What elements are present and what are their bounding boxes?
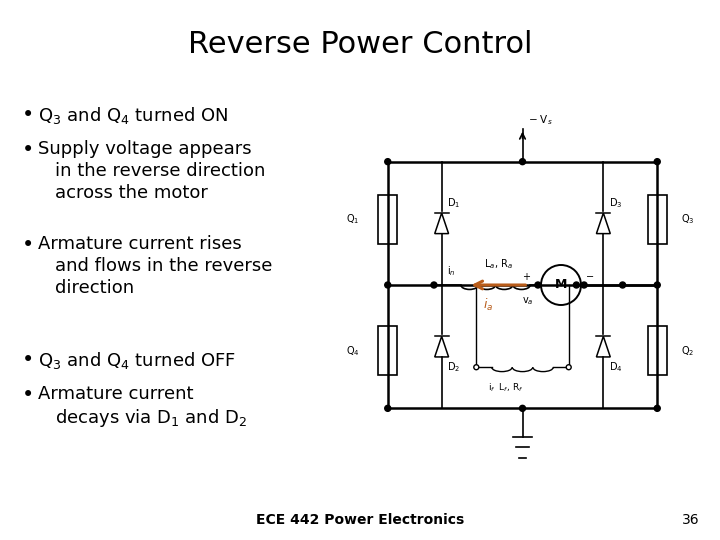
Text: 36: 36 <box>683 513 700 527</box>
Text: Reverse Power Control: Reverse Power Control <box>188 30 532 59</box>
Circle shape <box>384 406 391 411</box>
Text: −: − <box>586 272 594 282</box>
Text: Q$_4$: Q$_4$ <box>346 344 360 357</box>
Text: Q$_2$: Q$_2$ <box>681 344 695 357</box>
Bar <box>378 326 397 375</box>
Text: and flows in the reverse: and flows in the reverse <box>55 257 272 275</box>
Circle shape <box>654 159 660 165</box>
Text: •: • <box>22 235 35 255</box>
Text: Q$_3$: Q$_3$ <box>681 212 695 226</box>
Text: decays via D$_1$ and D$_2$: decays via D$_1$ and D$_2$ <box>55 407 247 429</box>
Text: across the motor: across the motor <box>55 184 208 202</box>
Circle shape <box>520 159 526 165</box>
Text: D$_2$: D$_2$ <box>447 360 461 374</box>
Circle shape <box>566 364 571 370</box>
Circle shape <box>654 406 660 411</box>
Circle shape <box>384 159 391 165</box>
Text: Q$_1$: Q$_1$ <box>346 212 360 226</box>
Text: Armature current: Armature current <box>38 385 194 403</box>
Text: +: + <box>522 272 531 282</box>
Circle shape <box>573 282 580 288</box>
Circle shape <box>535 282 541 288</box>
Text: i$_f$  L$_f$, R$_f$: i$_f$ L$_f$, R$_f$ <box>488 382 523 394</box>
Bar <box>647 326 667 375</box>
Text: •: • <box>22 385 35 405</box>
Text: i$_a$: i$_a$ <box>482 298 493 313</box>
Text: Q$_3$ and Q$_4$ turned ON: Q$_3$ and Q$_4$ turned ON <box>38 105 228 126</box>
Text: D$_4$: D$_4$ <box>609 360 623 374</box>
Circle shape <box>384 282 391 288</box>
Text: M: M <box>555 279 567 292</box>
Text: •: • <box>22 350 35 370</box>
Circle shape <box>620 282 626 288</box>
Text: Armature current rises: Armature current rises <box>38 235 242 253</box>
Text: i$_n$: i$_n$ <box>447 264 456 278</box>
Text: Q$_3$ and Q$_4$ turned OFF: Q$_3$ and Q$_4$ turned OFF <box>38 350 236 371</box>
Text: •: • <box>22 140 35 160</box>
Text: Supply voltage appears: Supply voltage appears <box>38 140 251 158</box>
Text: $-$ V$_s$: $-$ V$_s$ <box>528 113 553 127</box>
Circle shape <box>654 282 660 288</box>
Text: in the reverse direction: in the reverse direction <box>55 162 266 180</box>
Text: D$_1$: D$_1$ <box>447 196 461 210</box>
Circle shape <box>474 364 479 370</box>
Circle shape <box>431 282 437 288</box>
Circle shape <box>581 282 587 288</box>
Bar <box>378 194 397 244</box>
Text: •: • <box>22 105 35 125</box>
Circle shape <box>520 406 526 411</box>
Text: v$_a$: v$_a$ <box>523 295 534 307</box>
Text: direction: direction <box>55 279 134 297</box>
Text: D$_3$: D$_3$ <box>609 196 623 210</box>
Bar <box>647 194 667 244</box>
Text: L$_a$, R$_a$: L$_a$, R$_a$ <box>484 258 513 271</box>
Text: ECE 442 Power Electronics: ECE 442 Power Electronics <box>256 513 464 527</box>
